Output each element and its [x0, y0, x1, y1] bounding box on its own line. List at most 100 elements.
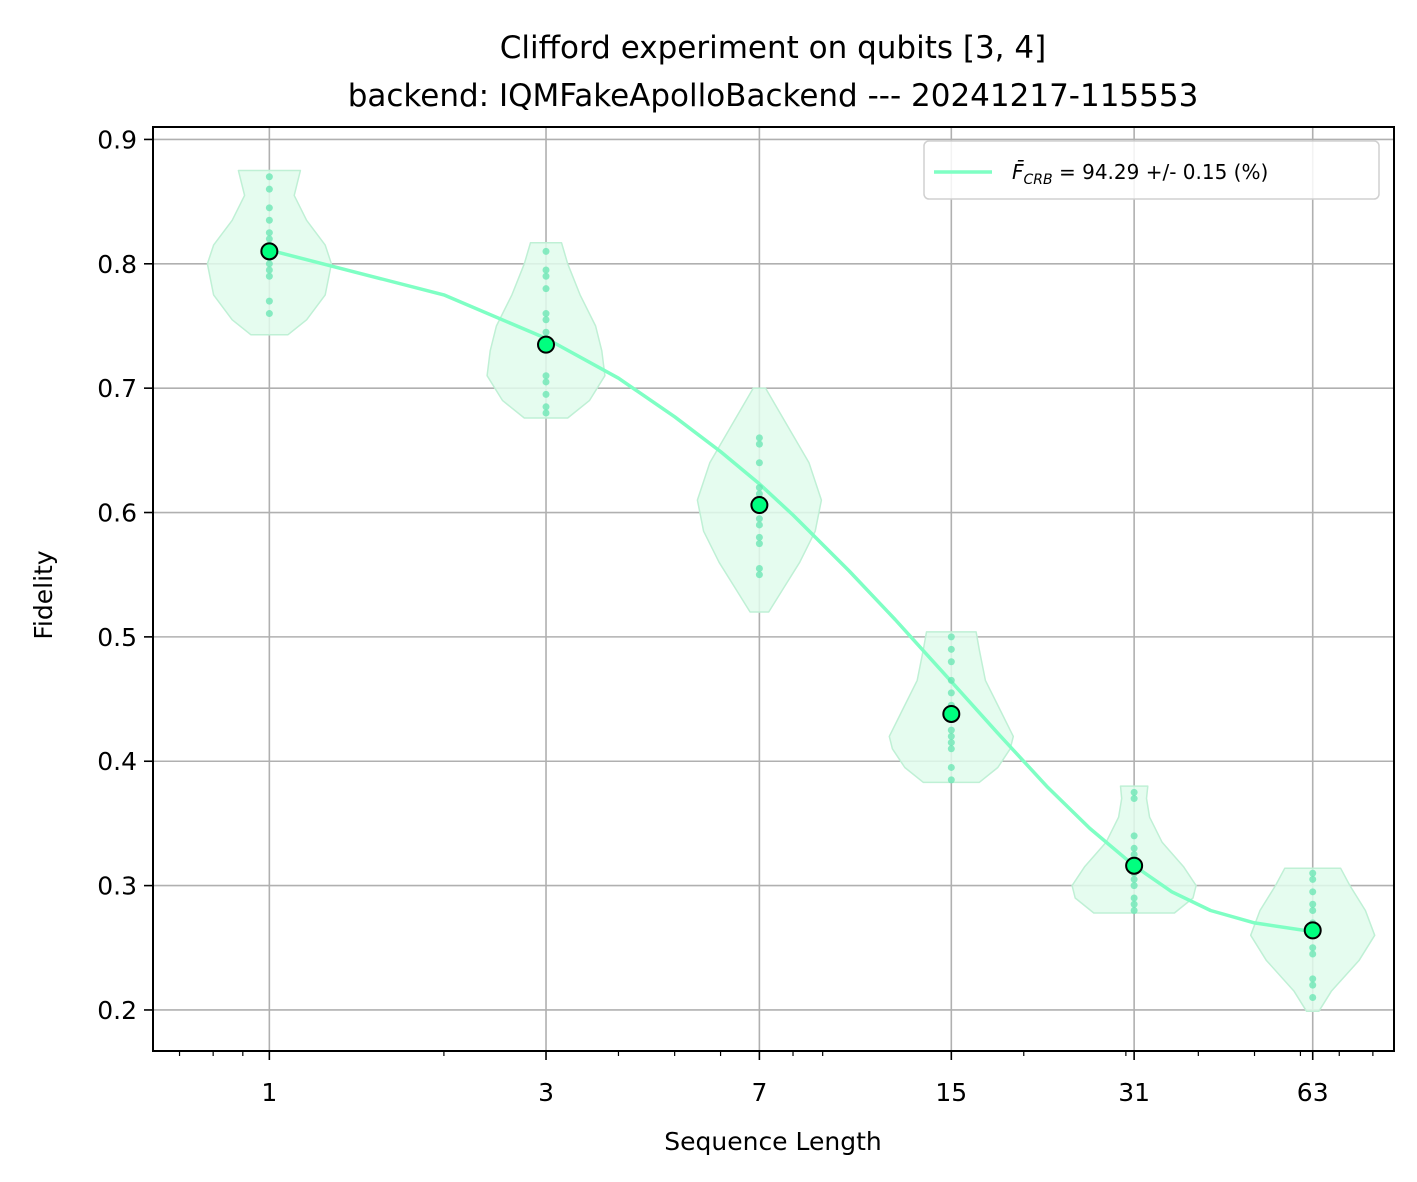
sample-point: [542, 409, 550, 417]
sample-point: [755, 434, 763, 442]
sample-point: [1130, 906, 1138, 914]
y-axis-label: Fidelity: [29, 550, 58, 639]
sample-point: [755, 521, 763, 529]
x-axis-label: Sequence Length: [664, 1127, 882, 1156]
sample-point: [542, 378, 550, 386]
legend-label-symbol: F̄: [1012, 159, 1024, 184]
sample-point: [947, 645, 955, 653]
x-tick-label: 1: [261, 1078, 277, 1107]
sample-point: [542, 403, 550, 411]
y-tick-label: 0.2: [97, 996, 137, 1025]
legend-label-subscript: CRB: [1024, 172, 1053, 188]
sample-point: [947, 776, 955, 784]
sample-point: [1130, 875, 1138, 883]
chart-title: Clifford experiment on qubits [3, 4]: [500, 30, 1046, 66]
legend-label: F̄CRB = 94.29 +/- 0.15 (%): [1012, 159, 1268, 188]
sample-point: [1309, 950, 1317, 958]
sample-point: [542, 390, 550, 398]
sample-point: [1130, 851, 1138, 859]
sample-point: [265, 272, 273, 280]
sample-point: [542, 310, 550, 318]
sample-point: [542, 328, 550, 336]
sample-point: [265, 216, 273, 224]
sample-point: [265, 297, 273, 305]
sample-point: [755, 564, 763, 572]
sample-point: [1309, 981, 1317, 989]
sample-point: [1309, 975, 1317, 983]
mean-markers: [260, 242, 1322, 940]
sample-point: [755, 459, 763, 467]
sample-point: [1130, 788, 1138, 796]
sample-point: [265, 204, 273, 212]
sample-point: [1309, 888, 1317, 896]
sample-point: [265, 266, 273, 274]
y-tick-label: 0.5: [97, 623, 137, 652]
mean-marker: [1125, 856, 1144, 875]
sample-point: [542, 272, 550, 280]
sample-point: [1309, 906, 1317, 914]
legend: F̄CRB = 94.29 +/- 0.15 (%): [923, 140, 1380, 200]
sample-point: [947, 726, 955, 734]
sample-point: [542, 247, 550, 255]
sample-point: [947, 763, 955, 771]
y-tick-label: 0.6: [97, 499, 137, 528]
sample-point: [1130, 882, 1138, 890]
x-axis-ticks: 1 3 7 15 31 63: [178, 1051, 1374, 1107]
sample-point: [947, 658, 955, 666]
sample-point: [755, 490, 763, 498]
sample-point: [1130, 832, 1138, 840]
y-tick-label: 0.4: [97, 747, 137, 776]
sample-point: [542, 372, 550, 380]
mean-marker: [260, 242, 279, 261]
sample-point: [1130, 795, 1138, 803]
legend-box: [923, 140, 1380, 200]
mean-marker: [942, 704, 961, 723]
sample-point: [265, 310, 273, 318]
sample-point: [1130, 900, 1138, 908]
sample-point: [265, 173, 273, 181]
sample-point: [265, 229, 273, 237]
sample-point: [1309, 944, 1317, 952]
x-tick-label: 7: [751, 1078, 767, 1107]
x-tick-label: 63: [1297, 1078, 1329, 1107]
y-tick-label: 0.7: [97, 374, 137, 403]
x-tick-label: 15: [935, 1078, 967, 1107]
sample-point: [755, 533, 763, 541]
y-tick-label: 0.3: [97, 872, 137, 901]
x-tick-label: 31: [1118, 1078, 1150, 1107]
sample-point: [755, 440, 763, 448]
y-tick-label: 0.9: [97, 125, 137, 154]
plot-frame: [152, 126, 1395, 1052]
legend-label-text: = 94.29 +/- 0.15 (%): [1053, 160, 1269, 184]
sample-point: [947, 689, 955, 697]
mean-marker: [750, 496, 769, 515]
sample-point: [755, 484, 763, 492]
mean-marker: [537, 335, 556, 354]
sample-point: [265, 260, 273, 268]
sample-point: [1309, 875, 1317, 883]
sample-point: [947, 745, 955, 753]
sample-point: [542, 285, 550, 293]
sample-point: [265, 185, 273, 193]
violin: [1249, 867, 1376, 1012]
sample-point: [947, 633, 955, 641]
sample-point: [947, 732, 955, 740]
y-axis-ticks: 0.2 0.3 0.4 0.5 0.6 0.7 0.8 0.9: [97, 125, 153, 1025]
sample-point: [1130, 894, 1138, 902]
sample-point: [755, 571, 763, 579]
sample-point: [947, 739, 955, 747]
violins: [206, 169, 1376, 1012]
fit-curve-layer: [267, 248, 1315, 934]
sample-point: [1309, 900, 1317, 908]
sample-point: [755, 515, 763, 523]
sample-point: [755, 540, 763, 548]
mean-marker: [1303, 921, 1322, 940]
sample-point: [1309, 869, 1317, 877]
sample-point: [542, 316, 550, 324]
x-tick-label: 3: [538, 1078, 554, 1107]
sample-point: [1130, 844, 1138, 852]
y-tick-label: 0.8: [97, 250, 137, 279]
chart-subtitle: backend: IQMFakeApolloBackend --- 202412…: [348, 78, 1199, 114]
sample-point: [947, 676, 955, 684]
